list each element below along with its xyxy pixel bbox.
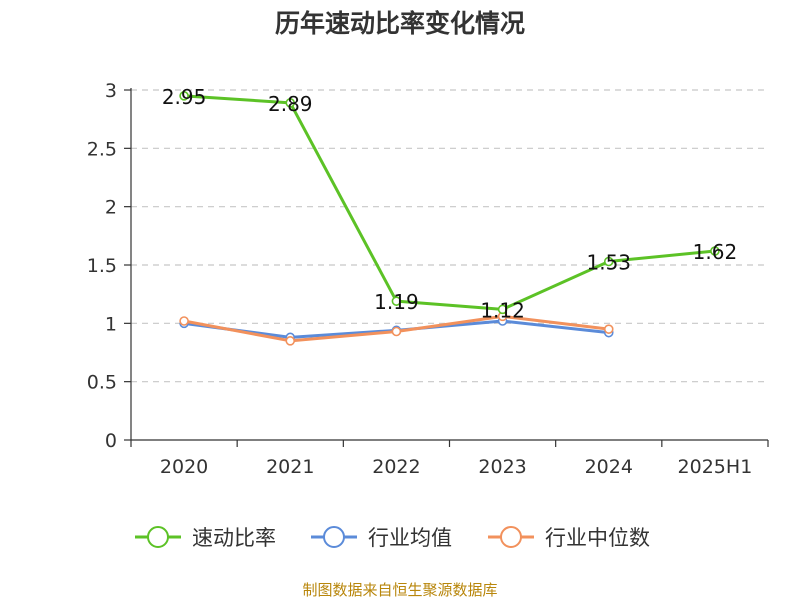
legend[interactable]: 速动比率 行业均值 行业中位数 (135, 526, 650, 550)
x-tick-label: 2025H1 (678, 456, 753, 478)
legend-item[interactable]: 行业均值 (311, 526, 452, 550)
legend-label: 行业中位数 (545, 526, 650, 550)
y-tick-label: 1 (105, 313, 117, 335)
y-tick-label: 2.5 (87, 138, 117, 160)
chart-title: 历年速动比率变化情况 (275, 9, 525, 38)
data-point (391, 296, 402, 306)
grid-lines (131, 89, 768, 383)
y-tick-label: 0.5 (87, 372, 117, 394)
legend-marker-icon (500, 526, 522, 548)
axes (124, 88, 769, 447)
tick-labels: 0 0.5 1 1.5 2 2.5 3 2020 2021 2022 2023 2024 2025H1 (87, 80, 753, 478)
legend-label: 行业均值 (368, 526, 452, 550)
y-tick-label: 2 (105, 197, 117, 219)
legend-label: 速动比率 (192, 526, 276, 550)
data-label: 2.89 (268, 92, 313, 116)
data-label: 1.19 (374, 290, 419, 314)
data-point (497, 304, 508, 315)
x-tick-label: 2024 (585, 456, 633, 478)
data-point (603, 324, 614, 334)
legend-item[interactable]: 速动比率 (135, 526, 276, 550)
data-point (285, 98, 296, 108)
data-point (603, 256, 614, 267)
series-lines (179, 91, 720, 346)
x-tick-label: 2021 (266, 456, 314, 478)
x-tick-label: 2022 (372, 456, 420, 478)
source-note: 制图数据来自恒生聚源数据库 (302, 581, 497, 599)
series-line (183, 94, 716, 311)
x-tick-label: 2020 (160, 456, 208, 478)
data-label: 2.95 (162, 85, 207, 109)
data-point (391, 326, 402, 337)
legend-marker-icon (147, 526, 169, 548)
y-tick-label: 1.5 (87, 255, 117, 277)
data-point (285, 336, 296, 346)
legend-marker-icon (323, 526, 345, 548)
x-tick-label: 2023 (478, 456, 526, 478)
legend-item[interactable]: 行业中位数 (488, 526, 650, 550)
y-tick-label: 3 (105, 80, 117, 102)
data-point (179, 91, 189, 101)
data-label: 1.12 (480, 298, 525, 322)
data-labels: 2.95 2.89 1.19 1.12 1.53 1.62 (162, 85, 737, 323)
data-point (710, 246, 720, 256)
y-tick-label: 0 (105, 430, 117, 452)
data-label: 1.53 (586, 251, 631, 275)
data-point (179, 316, 189, 326)
data-label: 1.62 (693, 240, 738, 264)
